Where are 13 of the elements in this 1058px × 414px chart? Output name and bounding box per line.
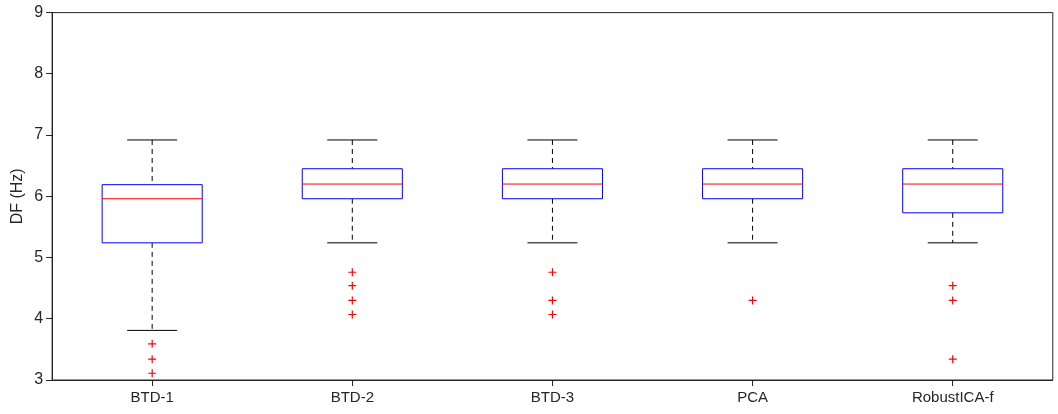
x-tick-label: BTD-2 bbox=[330, 388, 374, 406]
y-tick-label: 7 bbox=[34, 125, 44, 143]
y-tick-label: 9 bbox=[34, 3, 44, 21]
x-tick-label: RobustICA-f bbox=[911, 388, 995, 406]
y-axis-title: DF (Hz) bbox=[8, 168, 26, 225]
x-tick-label: PCA bbox=[737, 388, 769, 406]
y-tick-label: 8 bbox=[34, 64, 44, 82]
y-tick-label: 3 bbox=[34, 370, 44, 388]
x-tick-label: BTD-3 bbox=[530, 388, 575, 406]
y-tick-label: 6 bbox=[34, 186, 44, 204]
y-tick-label: 5 bbox=[34, 247, 44, 265]
x-tick-label: BTD-1 bbox=[130, 388, 174, 406]
y-tick-label: 4 bbox=[34, 309, 44, 327]
